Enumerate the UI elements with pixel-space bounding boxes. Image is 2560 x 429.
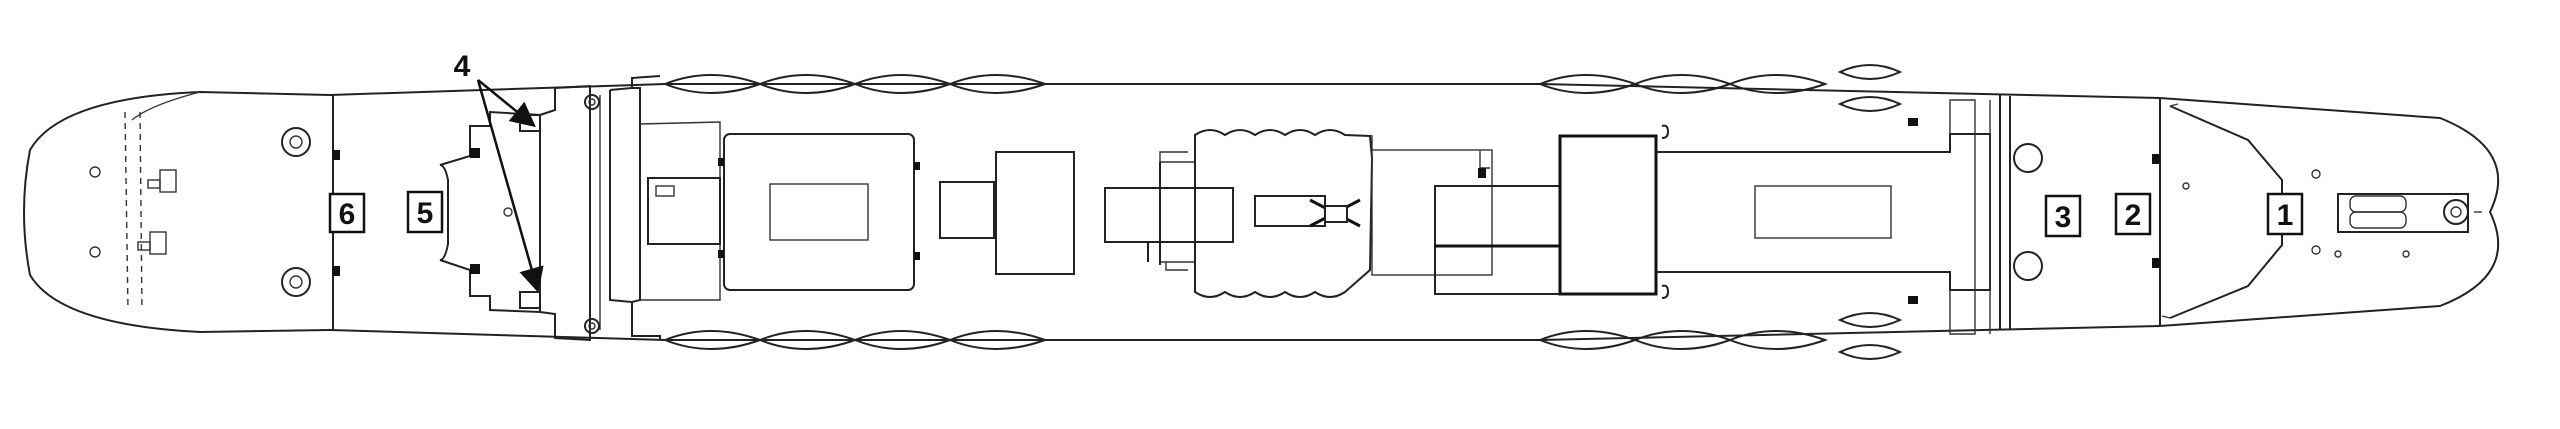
label-6: 6 (328, 192, 366, 234)
forward-superstructure (1434, 95, 2043, 335)
stern-section (89, 95, 340, 330)
svg-text:5: 5 (417, 197, 434, 230)
svg-text:2: 2 (2125, 199, 2142, 232)
svg-text:6: 6 (339, 198, 356, 231)
pointer-4-arrow-upper (477, 79, 536, 128)
label-5: 5 (406, 190, 444, 234)
label-2: 2 (2114, 192, 2152, 236)
pointer-4-label: 4 (454, 50, 471, 83)
svg-text:1: 1 (2277, 199, 2294, 232)
pointer-4: 4 (454, 50, 544, 293)
svg-text:3: 3 (2055, 201, 2072, 234)
hull-outline (23, 83, 2500, 341)
deck-labels: 6 5 3 2 1 (328, 190, 2304, 238)
pointer-4-arrow-lower (476, 79, 544, 293)
label-3: 3 (2044, 194, 2082, 238)
main-superstructure (609, 75, 1075, 340)
bow-section (2152, 98, 2482, 326)
centre-deckhouse (1104, 129, 1493, 298)
label-1: 1 (2266, 192, 2304, 236)
aft-deckhouse (439, 84, 601, 342)
lifeboats-top (662, 64, 1903, 112)
lifeboats-bottom (662, 312, 1903, 360)
anchor-windlass (2337, 193, 2482, 233)
